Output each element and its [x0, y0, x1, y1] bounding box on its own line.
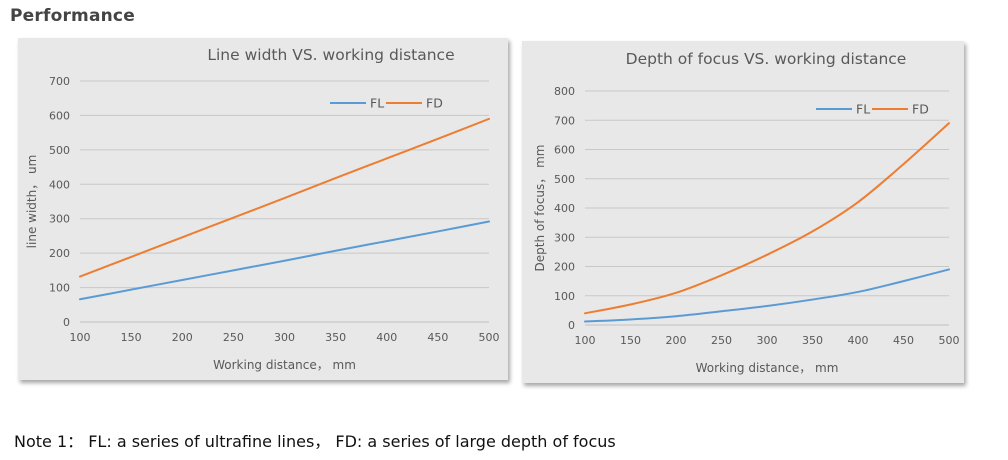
x-axis-label: Working distance， mm	[213, 358, 356, 372]
x-tick-label: 200	[666, 334, 687, 347]
x-tick-label: 300	[757, 334, 778, 347]
y-tick-label: 600	[554, 144, 575, 157]
x-tick-label: 100	[70, 331, 91, 344]
y-tick-label: 200	[49, 247, 70, 260]
footnote: Note 1： FL: a series of ultrafine lines，…	[14, 432, 616, 451]
x-tick-label: 200	[172, 331, 193, 344]
series-line-fl	[79, 220, 490, 301]
y-tick-label: 0	[63, 316, 70, 329]
depth-of-focus-chart: Depth of focus VS. working distance01002…	[533, 50, 960, 375]
y-tick-label: 0	[568, 319, 575, 332]
chart-title: Depth of focus VS. working distance	[626, 50, 907, 68]
x-tick-label: 450	[893, 334, 914, 347]
y-tick-label: 100	[49, 282, 70, 295]
y-tick-label: 100	[554, 290, 575, 303]
section-title: Performance	[10, 6, 135, 26]
line-width-chart: Line width VS. working distance010020030…	[25, 46, 500, 372]
y-tick-label: 700	[554, 114, 575, 127]
y-tick-label: 800	[554, 85, 575, 98]
y-tick-label: 300	[554, 231, 575, 244]
legend-label-fd: FD	[912, 102, 929, 117]
series-line-fd	[79, 117, 490, 278]
x-tick-label: 400	[848, 334, 869, 347]
y-axis-label: Depth of focus， mm	[533, 145, 547, 272]
legend-label-fd: FD	[426, 96, 443, 111]
series-line-fl	[584, 268, 950, 323]
x-axis-label: Working distance， mm	[696, 361, 839, 375]
x-tick-label: 250	[223, 331, 244, 344]
y-tick-label: 600	[49, 109, 70, 122]
x-tick-label: 150	[121, 331, 142, 344]
y-tick-label: 300	[49, 213, 70, 226]
x-tick-label: 100	[575, 334, 596, 347]
y-tick-label: 500	[49, 144, 70, 157]
x-tick-label: 500	[939, 334, 960, 347]
x-tick-label: 250	[711, 334, 732, 347]
y-tick-label: 500	[554, 173, 575, 186]
y-tick-label: 400	[49, 178, 70, 191]
x-tick-label: 400	[376, 331, 397, 344]
legend-label-fl: FL	[856, 102, 870, 117]
line-width-chart-panel: Line width VS. working distance 0 100 200 30…	[18, 38, 508, 380]
x-tick-label: 450	[427, 331, 448, 344]
chart-title: Line width VS. working distance	[207, 46, 454, 64]
x-tick-label: 500	[479, 331, 500, 344]
y-tick-label: 700	[49, 75, 70, 88]
x-tick-label: 350	[325, 331, 346, 344]
x-tick-label: 150	[620, 334, 641, 347]
y-axis-label: line width， um	[25, 155, 39, 249]
x-tick-label: 350	[802, 334, 823, 347]
y-tick-label: 200	[554, 261, 575, 274]
x-tick-label: 300	[274, 331, 295, 344]
y-tick-label: 400	[554, 202, 575, 215]
legend-label-fl: FL	[370, 96, 384, 111]
series-line-fd	[584, 122, 950, 315]
depth-of-focus-chart-panel: Depth of focus VS. working distance 0 100 2…	[522, 41, 964, 383]
